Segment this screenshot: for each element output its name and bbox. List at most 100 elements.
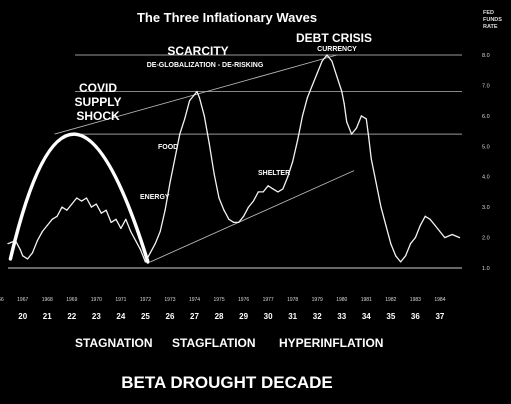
data-point [71, 203, 73, 205]
cycle-number-4: 24 [116, 312, 125, 321]
data-point [360, 115, 362, 117]
x-axis-ticks: 1966 1967 1968 1969 1970 1971 1972 1973 1974 1975… [0, 297, 446, 303]
x-tick-label-13: 1979 [312, 297, 323, 303]
data-point [404, 255, 407, 257]
x-tick-label-7: 1973 [164, 297, 175, 303]
data-point [19, 249, 21, 251]
data-point [189, 100, 191, 102]
data-point [223, 209, 225, 211]
data-point [22, 255, 24, 257]
y-tick-label-4: 5.0 [482, 144, 490, 150]
y-axis-label-line-2: FUNDS [483, 17, 502, 23]
data-point [424, 215, 426, 217]
horizontal-levels [75, 54, 462, 135]
data-point [409, 243, 412, 245]
trend-line-0 [54, 54, 337, 135]
phase-stagflation: STAGFLATION [172, 336, 256, 350]
data-point [306, 97, 308, 99]
data-point [368, 136, 370, 138]
data-point [444, 236, 446, 239]
x-tick-label-2: 1968 [42, 297, 53, 303]
data-point [267, 185, 269, 187]
data-point [429, 218, 431, 220]
cycle-number-9: 29 [239, 312, 248, 321]
data-point [125, 218, 127, 220]
y-tick-label-0: 1.0 [482, 266, 490, 272]
annotation-shock: SHOCK [76, 109, 120, 123]
data-point [144, 261, 147, 263]
data-point [282, 188, 284, 190]
x-tick-label-11: 1977 [263, 297, 274, 303]
data-point [385, 224, 387, 226]
cycle-number-5: 25 [141, 312, 150, 321]
cycle-number-0: 20 [18, 312, 27, 321]
x-tick-label-0: 1966 [0, 297, 4, 303]
annotation-energy: ENERGY [140, 194, 170, 201]
data-point [154, 243, 156, 245]
data-point [27, 258, 29, 260]
data-point [213, 173, 215, 175]
data-point [233, 221, 235, 223]
y-tick-label-2: 3.0 [482, 205, 490, 211]
data-point [419, 224, 421, 226]
data-point [272, 188, 274, 190]
annotation-debt-crisis: DEBT CRISIS [296, 31, 372, 45]
y-tick-label-1: 2.0 [482, 236, 490, 242]
data-point [292, 160, 294, 163]
data-point [247, 206, 250, 208]
series-group [7, 54, 461, 264]
data-point [375, 182, 377, 184]
data-point [196, 90, 198, 93]
annotation-food: FOOD [158, 144, 178, 151]
data-point [370, 157, 372, 160]
data-point [90, 206, 93, 208]
data-point [321, 60, 323, 62]
x-tick-label-14: 1980 [336, 297, 347, 303]
data-point [198, 97, 201, 99]
y-tick-label-3: 4.0 [482, 175, 490, 181]
cycle-number-16: 36 [411, 312, 420, 321]
footer-title: BETA DROUGHT DECADE [121, 373, 333, 392]
data-point [56, 215, 58, 217]
data-point [193, 93, 196, 96]
cycle-number-7: 27 [190, 312, 199, 321]
data-point [36, 240, 39, 242]
y-tick-label-6: 7.0 [482, 83, 490, 89]
x-tick-label-18: 1984 [434, 297, 445, 303]
data-point [41, 230, 43, 233]
x-tick-label-12: 1978 [287, 297, 298, 303]
data-point [414, 236, 416, 239]
annotation-currency: CURRENCY [317, 46, 357, 53]
data-point [439, 230, 441, 233]
data-point [115, 218, 117, 220]
chart-title: The Three Inflationary Waves [137, 10, 317, 25]
data-point [130, 230, 132, 233]
data-point [169, 182, 171, 184]
data-point [400, 261, 402, 263]
y-tick-label-7: 8.0 [482, 53, 490, 59]
data-point [85, 197, 88, 199]
covid-arc [8, 132, 150, 264]
data-point [100, 212, 102, 214]
phase-stagnation: STAGNATION [75, 336, 153, 350]
cycle-number-17: 37 [435, 312, 444, 321]
data-point [316, 72, 318, 74]
cycle-number-10: 30 [264, 312, 273, 321]
y-axis-label-line-3: RATE [483, 24, 498, 30]
data-point [331, 60, 333, 62]
data-point [31, 252, 34, 254]
data-point [208, 142, 210, 144]
data-point [390, 243, 392, 245]
cycle-number-6: 26 [166, 312, 175, 321]
cycle-number-8: 28 [215, 312, 224, 321]
cycle-number-15: 35 [386, 312, 395, 321]
data-point [149, 252, 151, 254]
x-tick-label-3: 1969 [66, 297, 77, 303]
annotation-deglobalization: DE-GLOBALIZATION - DE-RISKING [147, 62, 264, 69]
x-tick-label-15: 1981 [361, 297, 372, 303]
data-point [7, 243, 9, 245]
cycle-numbers: 20 21 22 23 24 25 26 27 28 29 30 31 32 33 34 35 36 37 [18, 312, 445, 321]
data-point [458, 236, 461, 239]
data-point [262, 191, 264, 193]
cycle-number-14: 34 [362, 312, 371, 321]
